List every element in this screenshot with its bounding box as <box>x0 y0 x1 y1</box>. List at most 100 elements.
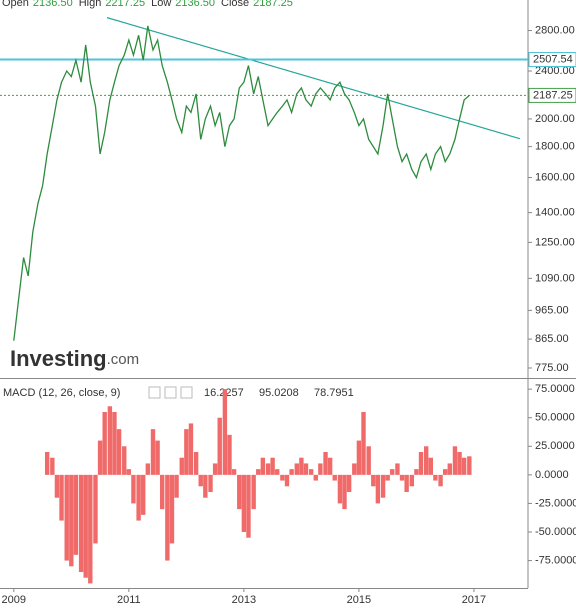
macd-bar <box>203 474 208 498</box>
macd-bar <box>260 457 266 475</box>
watermark: Investing.com <box>10 346 139 371</box>
macd-bar <box>222 389 228 475</box>
y-tick-label: 775.00 <box>535 362 569 374</box>
macd-bar <box>116 429 122 475</box>
macd-bar <box>69 474 74 567</box>
ohlc-value: 2217.25 <box>105 0 145 9</box>
macd-bar <box>366 446 371 475</box>
macd-bar <box>442 469 448 475</box>
macd-readout: 78.7951 <box>314 387 354 399</box>
macd-bar <box>126 469 132 475</box>
macd-bar <box>97 440 103 475</box>
macd-bar <box>332 474 337 481</box>
macd-bar <box>318 463 323 475</box>
macd-bar <box>327 457 333 475</box>
macd-bar <box>452 446 458 475</box>
x-tick-label: 2013 <box>232 594 256 606</box>
y-tick-label: 1090.00 <box>535 272 575 284</box>
macd-bar <box>141 474 146 515</box>
y-tick-label: 25.0000 <box>535 440 575 452</box>
y-tick-label: 1800.00 <box>535 141 575 153</box>
x-tick-label: 2011 <box>117 594 141 606</box>
macd-bar <box>385 474 390 481</box>
macd-bar <box>294 463 299 475</box>
macd-bar <box>433 474 438 481</box>
x-tick-label: 2017 <box>462 594 486 606</box>
watermark-part: .com <box>107 351 140 368</box>
y-tick-label: -50.0000 <box>535 526 576 538</box>
ohlc-name: Low <box>151 0 171 9</box>
macd-bar <box>54 474 60 498</box>
icon[interactable] <box>148 386 161 399</box>
y-tick-label: -75.0000 <box>535 554 576 566</box>
macd-bar <box>380 474 386 498</box>
macd-bar <box>64 474 69 561</box>
macd-bar <box>246 474 251 538</box>
y-tick-label: 865.00 <box>535 333 569 345</box>
icon[interactable] <box>164 386 177 399</box>
macd-bar <box>44 452 50 475</box>
macd-bar <box>352 463 357 475</box>
ohlc-header: Open 2136.50 High 2217.25 Low 2136.50 Close 218… <box>2 0 293 9</box>
macd-bar <box>251 474 256 510</box>
ohlc-value: 2187.25 <box>253 0 293 9</box>
macd-bar <box>303 463 309 475</box>
macd-bar <box>371 474 376 487</box>
macd-bar <box>284 474 290 487</box>
macd-bar <box>438 474 443 487</box>
macd-bar <box>308 469 314 475</box>
macd-bar <box>208 474 213 492</box>
macd-bar <box>136 474 141 521</box>
ohlc-name: Open <box>2 0 29 9</box>
macd-bar <box>409 474 415 487</box>
macd-title: MACD (12, 26, close, 9) <box>3 387 120 399</box>
price-level-label: 2187.25 <box>533 89 573 101</box>
macd-bar <box>447 463 452 475</box>
macd-readout: 95.0208 <box>259 387 299 399</box>
macd-bar <box>193 452 199 475</box>
macd-bar <box>323 452 328 475</box>
macd-bar <box>165 474 170 561</box>
trendline <box>106 17 521 140</box>
icon[interactable] <box>180 386 193 399</box>
macd-bar <box>184 429 189 475</box>
macd-bar <box>461 457 467 475</box>
macd-bar <box>102 412 107 475</box>
macd-bar <box>275 469 280 475</box>
macd-bar <box>73 474 79 555</box>
macd-settings-icons[interactable] <box>148 386 193 399</box>
macd-bar <box>428 457 433 475</box>
y-tick-label: 75.0000 <box>535 383 575 395</box>
ohlc-value: 2136.50 <box>33 0 73 9</box>
macd-bar <box>231 469 237 475</box>
y-tick-label: 2000.00 <box>535 113 575 125</box>
macd-bar <box>337 474 343 504</box>
x-tick-label: 2015 <box>347 594 371 606</box>
macd-bar <box>159 474 165 510</box>
macd-bar <box>155 440 160 475</box>
y-tick-label: 2800.00 <box>535 24 575 36</box>
macd-bar <box>107 406 113 475</box>
macd-bar <box>237 474 242 510</box>
price-level-label: 2507.54 <box>533 53 573 65</box>
macd-bar <box>217 417 222 475</box>
ohlc-name: High <box>79 0 102 9</box>
macd-bar <box>88 474 93 584</box>
macd-bar <box>256 469 261 475</box>
y-tick-label: 1400.00 <box>535 207 575 219</box>
macd-bar <box>457 452 462 475</box>
macd-bar <box>145 463 151 475</box>
y-tick-label: 1600.00 <box>535 171 575 183</box>
macd-bar <box>289 469 294 475</box>
macd-bar <box>361 412 366 475</box>
macd-bar <box>265 463 271 475</box>
macd-bar <box>50 457 55 475</box>
macd-bar <box>169 474 175 544</box>
ohlc-name: Close <box>221 0 249 9</box>
price-line <box>13 25 470 341</box>
macd-bar <box>299 457 304 475</box>
macd-bar <box>78 474 84 572</box>
macd-bar <box>414 469 419 475</box>
y-tick-label: 1250.00 <box>535 236 575 248</box>
price-level-box <box>528 52 576 68</box>
